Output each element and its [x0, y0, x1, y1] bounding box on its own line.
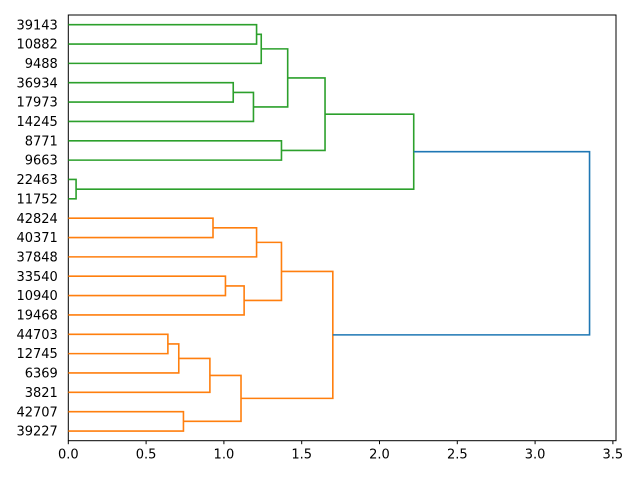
axes-frame: [67, 14, 617, 442]
leaf-label: 8771: [25, 134, 58, 149]
leaf-label: 10940: [16, 289, 57, 304]
leaf-label: 10882: [16, 38, 57, 53]
dendrogram-link-m18: [68, 410, 185, 432]
leaf-label: 17973: [16, 96, 57, 111]
dendrogram-link-m8: [68, 178, 77, 200]
leaf-label: 9663: [25, 154, 58, 169]
dendrogram-link-m13: [68, 285, 245, 316]
dendrogram-link-m19: [183, 374, 242, 423]
x-tick-label: 0.0: [58, 448, 79, 463]
leaf-label: 33540: [16, 270, 57, 285]
x-tick-label: 1.0: [214, 448, 235, 463]
x-tick-label: 2.0: [369, 448, 390, 463]
dendrogram-link-m20: [241, 270, 334, 400]
dendrogram-link-m11: [68, 227, 258, 258]
x-tick-label: 0.5: [136, 448, 157, 463]
leaf-label: 19468: [16, 309, 57, 324]
leaf-label: 22463: [16, 173, 57, 188]
leaf-label: 42824: [16, 212, 57, 227]
dendrogram-link-m5: [253, 48, 289, 108]
leaf-label: 42707: [16, 405, 57, 420]
dendrogram-link-m1: [68, 23, 258, 45]
dendrogram-link-m4: [68, 91, 255, 123]
leaf-label: 44703: [16, 328, 57, 343]
dendrogram-link-m10: [68, 217, 214, 239]
leaf-label: 3821: [25, 386, 58, 401]
dendrogram-link-m6: [68, 139, 283, 161]
leaf-label: 36934: [16, 76, 57, 91]
dendrogram-link-m3: [68, 81, 235, 103]
x-tick-label: 3.5: [603, 448, 624, 463]
leaf-label: 40371: [16, 231, 57, 246]
leaf-label: 39227: [16, 425, 57, 440]
leaf-label: 9488: [25, 57, 58, 72]
dendrogram-link-m14: [244, 241, 283, 302]
x-tick-label: 2.5: [447, 448, 468, 463]
leaf-label: 14245: [16, 115, 57, 130]
leaf-label: 11752: [16, 192, 57, 207]
dendrogram-link-m2: [68, 33, 263, 65]
leaf-label: 12745: [16, 347, 57, 362]
x-tick-label: 1.5: [291, 448, 312, 463]
dendrogram-link-m15: [68, 333, 169, 355]
dendrogram-link-m16: [68, 343, 180, 374]
dendrogram-link-m21: [332, 150, 591, 336]
leaf-label: 6369: [25, 367, 58, 382]
leaf-label: 37848: [16, 250, 57, 265]
dendrogram-link-m12: [68, 275, 227, 297]
x-tick-label: 3.0: [525, 448, 546, 463]
dendrogram-link-m9: [76, 113, 415, 190]
dendrogram-link-m17: [68, 357, 211, 394]
leaf-label: 39143: [16, 18, 57, 33]
dendrogram-link-m7: [281, 77, 326, 152]
